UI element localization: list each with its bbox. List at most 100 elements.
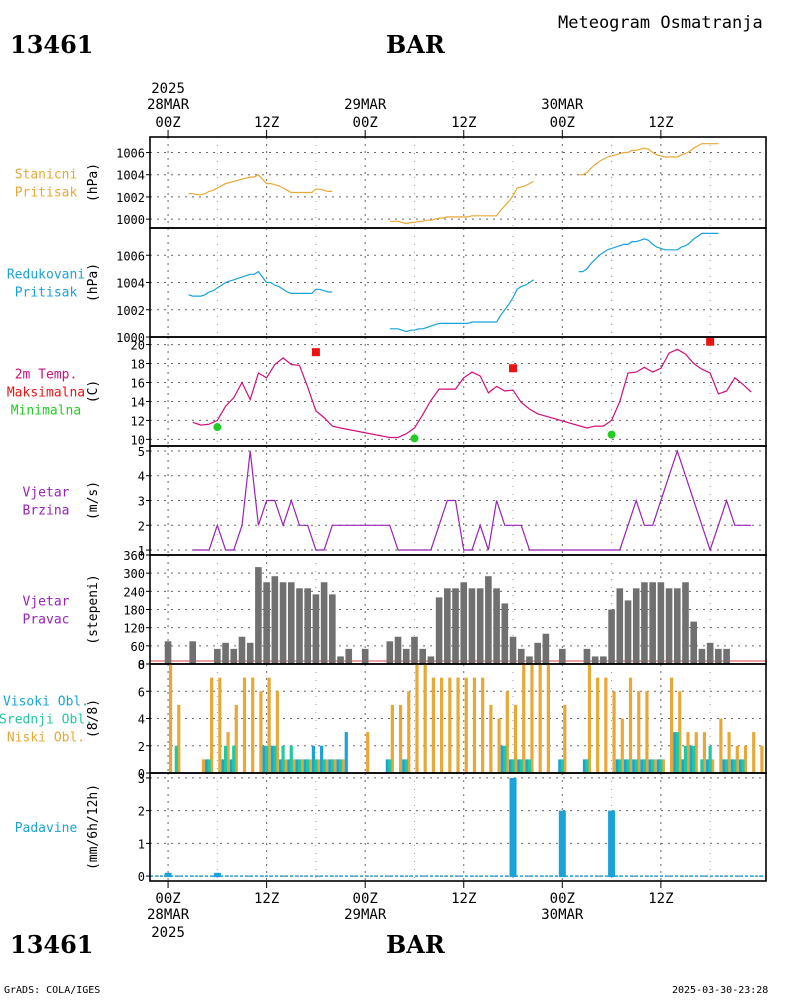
y-axis-label: (hPa) — [86, 263, 101, 302]
cloud-bar-mid — [675, 732, 679, 773]
wind-direction-bar — [238, 636, 246, 664]
panel-station_pressure: 1000 1002 1004 1006 (hPa) Stanicni Pritisak — [15, 136, 767, 229]
cloud-bar-mid — [404, 759, 408, 773]
wind-direction-bar — [263, 582, 270, 664]
wind-direction-bar — [624, 600, 632, 664]
cloud-bar-mid — [338, 759, 343, 773]
cloud-bar-high — [303, 759, 307, 773]
cloud-bar-low — [760, 745, 764, 773]
wind-direction-bar — [444, 588, 451, 664]
cloud-bar-low — [489, 704, 493, 773]
cloud-bar-low — [497, 718, 501, 773]
cloud-bar-low — [653, 759, 657, 773]
y-tick-label: 300 — [123, 567, 145, 581]
cloud-bar-mid — [527, 759, 532, 773]
cloud-bar-mid — [289, 745, 293, 773]
wind-direction-bar — [411, 636, 418, 664]
cloud-bar-low — [735, 745, 739, 773]
x-label-bottom-hour: 12Z — [648, 891, 673, 907]
wind-direction-bar — [698, 648, 706, 664]
y-axis-label: (C) — [86, 380, 101, 403]
cloud-bar-low — [612, 691, 616, 773]
cloud-bar-low — [702, 732, 707, 773]
wind-direction-bar — [723, 648, 730, 664]
panel-wind_speed: 1 2 3 4 5 (m/s) Vjetar Brzina — [23, 445, 767, 558]
x-label-top-date: 30MAR — [541, 97, 584, 113]
cloud-bar-high — [508, 759, 513, 773]
cloud-bar-mid — [634, 759, 638, 773]
wind-direction-bar — [230, 648, 238, 664]
cloud-bar-high — [681, 759, 685, 773]
precip-bar — [608, 810, 616, 878]
cloud-bar-mid — [297, 759, 302, 773]
y-tick-label: 1 — [138, 837, 145, 851]
wind-direction-bar — [485, 576, 492, 664]
y-tick-label: 1002 — [116, 191, 145, 205]
series-line — [192, 348, 752, 439]
cloud-bar-high — [558, 759, 562, 773]
cloud-bar-low — [538, 664, 542, 773]
footer-timestamp: 2025-03-30-23:28 — [672, 985, 769, 996]
wind-direction-bar — [559, 648, 566, 664]
y-tick-label: 1004 — [116, 277, 145, 291]
wind-direction-bar — [222, 642, 229, 664]
cloud-bar-low — [620, 718, 624, 773]
cloud-bar-mid — [724, 759, 729, 773]
y-tick-label: 8 — [138, 658, 145, 672]
y-axis-label: (m/s) — [86, 481, 101, 520]
wind-direction-bar — [435, 597, 443, 664]
wind-direction-bar — [337, 656, 344, 664]
wind-direction-bar — [312, 594, 320, 664]
wind-direction-bar — [649, 582, 656, 664]
wind-direction-bar — [501, 603, 509, 664]
wind-direction-bar — [690, 621, 698, 664]
cloud-bar-mid — [232, 745, 236, 773]
cloud-bar-low — [283, 759, 288, 773]
wind-direction-bar — [616, 588, 624, 664]
panel-label: Minimalna — [11, 404, 81, 419]
x-label-bottom-year: 2025 — [151, 925, 185, 941]
wind-direction-bar — [641, 582, 648, 664]
y-axis-label: (hPa) — [86, 163, 101, 202]
cloud-bar-high — [525, 759, 529, 773]
cloud-bar-mid — [642, 759, 647, 773]
y-tick-label: 16 — [131, 376, 145, 390]
cloud-bar-mid — [683, 745, 688, 773]
cloud-bar-mid — [626, 759, 630, 773]
cloud-bar-high — [221, 759, 225, 773]
cloud-bar-high — [229, 759, 233, 773]
wind-direction-bar — [706, 642, 714, 664]
panel-temperature: 10 12 14 16 18 20 (C) 2m Temp. Maksimalna Minimal… — [7, 336, 767, 447]
cloud-bar-mid — [618, 759, 622, 773]
cloud-bar-low — [669, 677, 674, 773]
max-temp-marker — [311, 348, 320, 357]
cloud-bar-mid — [207, 759, 211, 773]
x-label-top-hour: 12Z — [451, 115, 476, 131]
panel-reduced_pressure: 1000 1002 1004 1006 (hPa)Redukovani Pritisak — [7, 227, 767, 345]
panel-label: Pritisak — [15, 186, 78, 201]
y-tick-label: 2 — [138, 519, 145, 533]
precip-bar — [164, 872, 172, 878]
cloud-bar-mid — [322, 759, 326, 773]
cloud-bar-high — [673, 732, 677, 773]
footer-station-id: 13461 — [10, 930, 94, 959]
series-line — [578, 143, 719, 176]
footer-credit: GrADS: COLA/IGES — [4, 985, 101, 996]
footer-station-name: BAR — [386, 930, 445, 959]
panel-label: Padavine — [15, 821, 78, 836]
cloud-bar-high — [706, 759, 710, 773]
cloud-bar-low — [398, 704, 403, 773]
precip-bar — [509, 777, 517, 878]
y-tick-label: 1 — [138, 544, 145, 558]
y-tick-label: 1000 — [116, 213, 145, 227]
cloud-bar-low — [743, 745, 748, 773]
cloud-bar-high — [205, 759, 209, 773]
y-tick-label: 3 — [138, 772, 145, 786]
series-line — [578, 232, 719, 273]
cloud-bar-high — [344, 732, 348, 773]
cloud-bar-low — [546, 664, 550, 773]
cloud-bar-high — [295, 759, 299, 773]
panel-wind_direction: 0 60 120 180 240 300 360 (stepeni) Vjetar Pravac — [23, 549, 767, 672]
wind-direction-bar — [214, 648, 221, 664]
panel-label: Stanicni — [15, 168, 78, 183]
